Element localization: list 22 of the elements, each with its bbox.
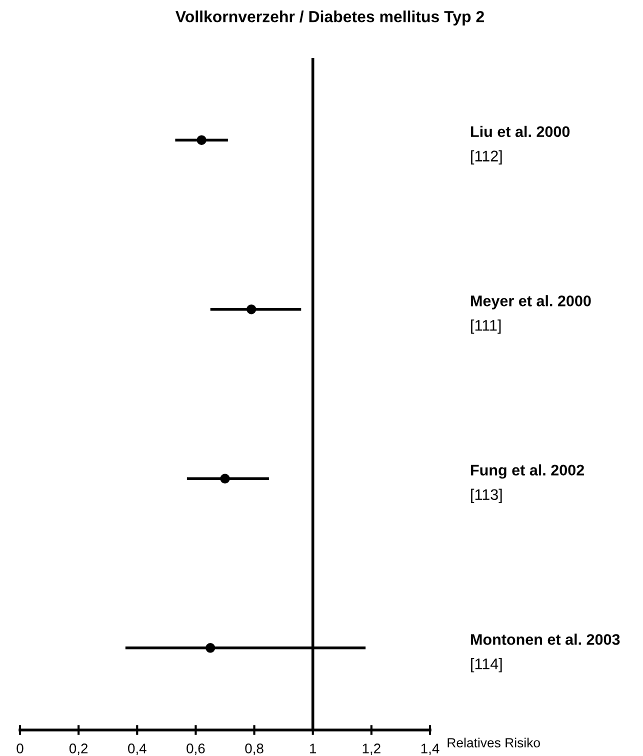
chart-title: Vollkornverzehr / Diabetes mellitus Typ 2 [176, 10, 484, 26]
x-tick-label: 1,4 [421, 744, 440, 756]
x-tick-label: 0,6 [186, 744, 205, 756]
x-tick-label: 0,4 [128, 744, 146, 756]
y-tick-label: Meyer et al. 2000 [471, 295, 591, 310]
x-tick-label: 0 [16, 744, 24, 754]
x-tick-label: 1 [310, 744, 316, 754]
text: [113] [471, 488, 502, 504]
point [220, 474, 230, 484]
point [205, 643, 216, 653]
text: [111] [471, 320, 501, 334]
x-tick-label: 0,2 [69, 744, 88, 756]
text: [112] [471, 150, 502, 164]
y-tick-label: Liu et al. 2000 [471, 126, 570, 138]
text: [114] [471, 658, 502, 672]
x-tick-label: 1,2 [362, 744, 380, 756]
y-tick-label: Montonen et al. 2003 [471, 634, 620, 645]
x-tick-label: 0,8 [245, 744, 264, 756]
y-tick-label: Fung et al. 2002 [471, 464, 584, 479]
point [196, 135, 206, 145]
point [246, 304, 256, 314]
x-axis-title: Relatives Risiko [448, 738, 540, 748]
